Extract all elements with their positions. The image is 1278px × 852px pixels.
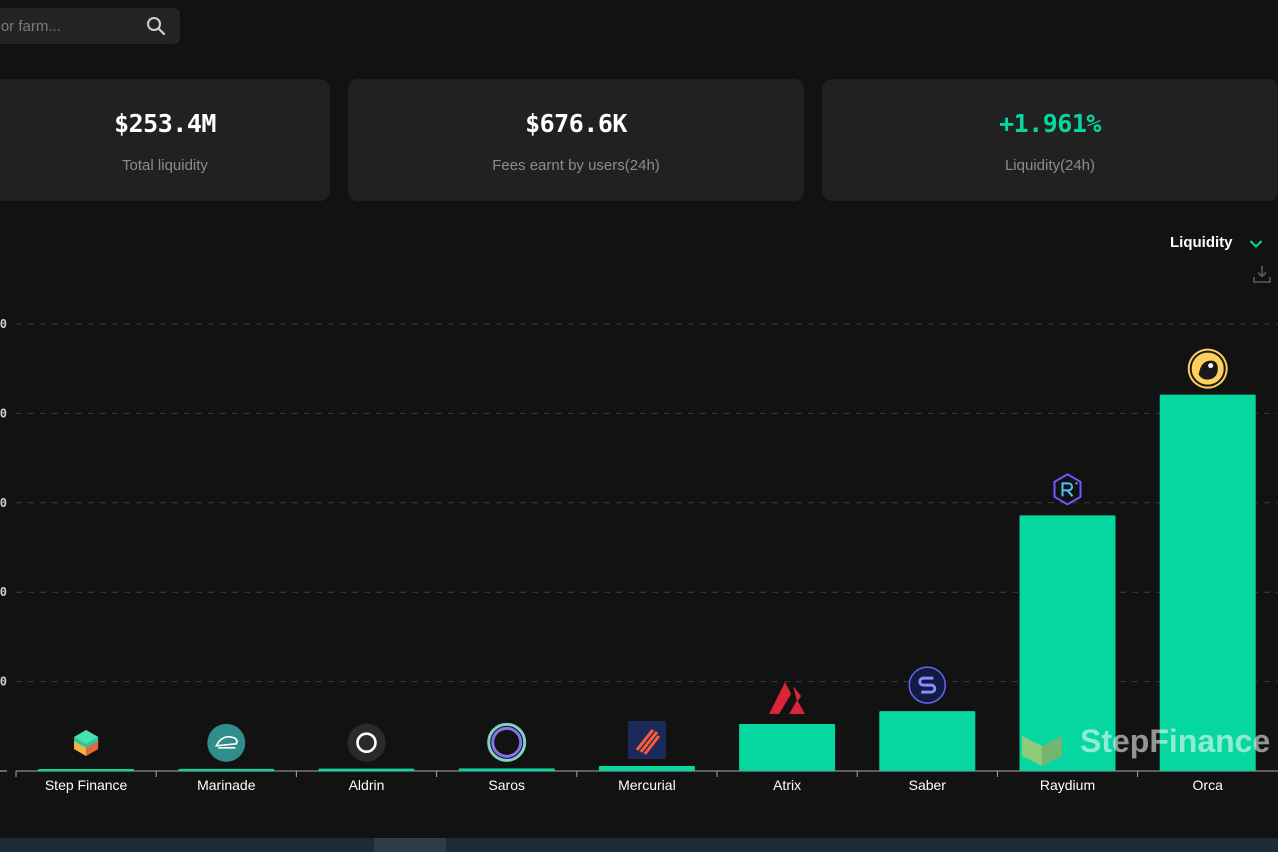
aldrin-logo-icon <box>347 723 386 762</box>
atrix-logo-icon <box>769 681 806 714</box>
orca-logo-icon <box>1187 348 1228 389</box>
bar-saber <box>879 711 976 771</box>
search-input[interactable] <box>0 8 130 44</box>
bar-atrix <box>739 723 836 771</box>
raydium-logo-icon <box>1053 473 1082 506</box>
total-liquidity-card: $253.4M Total liquidity <box>0 79 330 201</box>
metric-selector[interactable]: Liquidity <box>1170 234 1233 251</box>
x-tick-label: Saber <box>909 777 947 793</box>
bar-marinade <box>178 768 275 771</box>
total-liquidity-value: $253.4M <box>114 109 216 138</box>
x-tick-label: Mercurial <box>618 777 676 793</box>
step-finance-logo-icon <box>74 730 99 756</box>
taskbar <box>0 838 1278 852</box>
saber-logo-icon <box>908 666 947 704</box>
stepfinance-logo-icon <box>1022 716 1062 766</box>
liquidity-change-value: +1.961% <box>999 109 1101 138</box>
x-tick-label: Orca <box>1193 777 1224 793</box>
y-tick-label: 0 <box>0 406 7 420</box>
chevron-down-icon[interactable] <box>1249 237 1263 251</box>
x-tick-label: Raydium <box>1040 777 1095 793</box>
x-tick-label: Saros <box>488 777 525 793</box>
bar-saros <box>458 768 555 771</box>
bar-mercurial <box>598 765 695 771</box>
total-liquidity-label: Total liquidity <box>122 157 208 174</box>
bar-raydium <box>1019 515 1116 771</box>
x-tick-label: Step Finance <box>45 777 128 793</box>
marinade-logo-icon <box>207 723 246 762</box>
x-tick-label: Aldrin <box>349 777 385 793</box>
x-tick-label: Marinade <box>197 777 256 793</box>
liquidity-change-card: +1.961% Liquidity(24h) <box>822 79 1278 201</box>
y-tick-label: 0 <box>0 317 7 331</box>
watermark-text: StepFinance <box>1080 723 1271 759</box>
download-icon[interactable] <box>1252 264 1272 284</box>
mercurial-logo-icon <box>627 720 666 759</box>
bar-step-finance <box>38 769 135 771</box>
fees-value: $676.6K <box>525 109 627 138</box>
search-icon[interactable] <box>146 16 166 36</box>
taskbar-active-item[interactable] <box>374 838 446 852</box>
saros-logo-icon <box>487 722 527 762</box>
stepfinance-watermark: StepFinance <box>1020 714 1270 768</box>
search-bar[interactable] <box>0 8 180 44</box>
fees-card: $676.6K Fees earnt by users(24h) <box>348 79 804 201</box>
bar-orca <box>1159 394 1256 771</box>
x-tick-label: Atrix <box>773 777 801 793</box>
y-tick-label: 0 <box>0 496 7 510</box>
liquidity-change-label: Liquidity(24h) <box>1004 157 1096 174</box>
y-tick-label: 0 <box>0 675 7 689</box>
y-tick-label: 0 <box>0 585 7 599</box>
bar-aldrin <box>318 768 415 771</box>
fees-label: Fees earnt by users(24h) <box>492 157 660 174</box>
